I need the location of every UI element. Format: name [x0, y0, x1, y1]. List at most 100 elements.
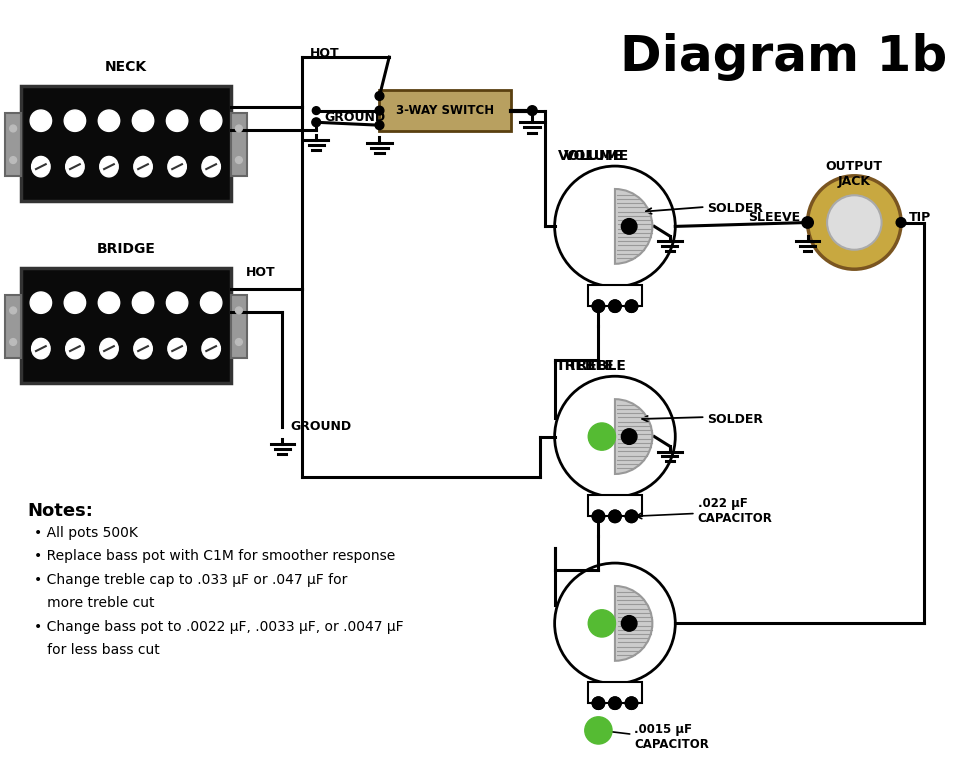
Circle shape — [375, 92, 384, 100]
Circle shape — [593, 698, 605, 709]
Circle shape — [235, 339, 242, 346]
Text: SOLDER: SOLDER — [708, 413, 763, 426]
Text: VOLUME: VOLUME — [558, 149, 623, 162]
Ellipse shape — [66, 156, 84, 177]
Text: HOT: HOT — [310, 47, 339, 60]
Bar — [230, 112, 247, 176]
Bar — [379, 90, 511, 131]
Circle shape — [625, 698, 637, 709]
Circle shape — [827, 196, 882, 249]
Circle shape — [235, 125, 242, 132]
Ellipse shape — [134, 156, 152, 177]
Circle shape — [375, 121, 384, 129]
Circle shape — [30, 110, 52, 132]
Circle shape — [375, 106, 384, 115]
Bar — [5, 295, 22, 358]
Circle shape — [593, 511, 605, 522]
Circle shape — [132, 292, 154, 313]
Ellipse shape — [202, 338, 220, 359]
Ellipse shape — [168, 338, 186, 359]
Circle shape — [621, 429, 637, 444]
Circle shape — [625, 300, 637, 312]
Wedge shape — [615, 189, 653, 264]
Circle shape — [65, 292, 85, 313]
Circle shape — [610, 300, 620, 312]
Circle shape — [555, 563, 675, 684]
Circle shape — [30, 292, 52, 313]
Text: • Change bass pot to .0022 μF, .0033 μF, or .0047 μF: • Change bass pot to .0022 μF, .0033 μF,… — [34, 620, 404, 634]
Text: more treble cut: more treble cut — [34, 596, 155, 610]
Text: GROUND: GROUND — [324, 111, 385, 124]
Ellipse shape — [31, 156, 50, 177]
Ellipse shape — [134, 338, 152, 359]
Text: OUTPUT
JACK: OUTPUT JACK — [826, 160, 883, 188]
Text: BRIDGE: BRIDGE — [97, 242, 156, 256]
Circle shape — [625, 300, 637, 312]
Circle shape — [235, 307, 242, 314]
Text: • Change treble cap to .033 μF or .047 μF for: • Change treble cap to .033 μF or .047 μ… — [34, 573, 348, 587]
Bar — [588, 495, 642, 517]
Circle shape — [593, 300, 605, 312]
Ellipse shape — [202, 156, 220, 177]
Circle shape — [896, 218, 906, 227]
Text: .0015 μF
CAPACITOR: .0015 μF CAPACITOR — [634, 723, 710, 752]
Circle shape — [610, 698, 620, 709]
Circle shape — [625, 698, 637, 709]
Circle shape — [610, 511, 620, 522]
Circle shape — [593, 511, 605, 522]
Circle shape — [201, 292, 221, 313]
Circle shape — [98, 110, 120, 132]
Circle shape — [201, 110, 221, 132]
Circle shape — [625, 511, 637, 522]
Ellipse shape — [168, 156, 186, 177]
Bar — [230, 295, 247, 358]
Bar — [588, 681, 642, 703]
Circle shape — [555, 377, 675, 497]
Circle shape — [808, 176, 901, 270]
Bar — [588, 285, 642, 306]
Circle shape — [10, 339, 17, 346]
Circle shape — [621, 219, 637, 234]
Text: 3-WAY SWITCH: 3-WAY SWITCH — [396, 104, 494, 117]
Circle shape — [312, 118, 320, 126]
Circle shape — [610, 698, 620, 709]
Circle shape — [132, 110, 154, 132]
Text: for less bass cut: for less bass cut — [34, 643, 160, 657]
Circle shape — [167, 110, 188, 132]
Circle shape — [610, 300, 620, 312]
Bar — [22, 86, 230, 201]
Circle shape — [10, 156, 17, 163]
Text: NECK: NECK — [105, 59, 147, 74]
Circle shape — [235, 156, 242, 163]
Circle shape — [593, 698, 605, 709]
Wedge shape — [615, 586, 653, 661]
Text: Notes:: Notes: — [27, 502, 93, 520]
Circle shape — [593, 300, 605, 312]
Circle shape — [621, 615, 637, 631]
Text: TREBLE: TREBLE — [557, 359, 615, 373]
Text: TREBLE: TREBLE — [567, 359, 626, 373]
Text: Diagram 1b: Diagram 1b — [619, 33, 947, 81]
Ellipse shape — [31, 338, 50, 359]
Circle shape — [167, 292, 188, 313]
Circle shape — [803, 217, 813, 228]
Circle shape — [610, 511, 620, 522]
Text: TIP: TIP — [908, 211, 931, 224]
Bar — [5, 112, 22, 176]
Circle shape — [588, 423, 615, 450]
Circle shape — [10, 307, 17, 314]
Text: • All pots 500K: • All pots 500K — [34, 526, 138, 540]
Circle shape — [65, 110, 85, 132]
Circle shape — [625, 511, 637, 522]
Circle shape — [527, 105, 537, 116]
Ellipse shape — [66, 338, 84, 359]
Circle shape — [10, 125, 17, 132]
Wedge shape — [615, 399, 653, 474]
Circle shape — [585, 717, 612, 744]
Text: • Replace bass pot with C1M for smoother response: • Replace bass pot with C1M for smoother… — [34, 550, 395, 564]
Text: GROUND: GROUND — [290, 420, 351, 434]
Circle shape — [313, 107, 320, 115]
Text: HOT: HOT — [246, 266, 275, 280]
Circle shape — [588, 610, 615, 637]
Bar — [22, 268, 230, 383]
